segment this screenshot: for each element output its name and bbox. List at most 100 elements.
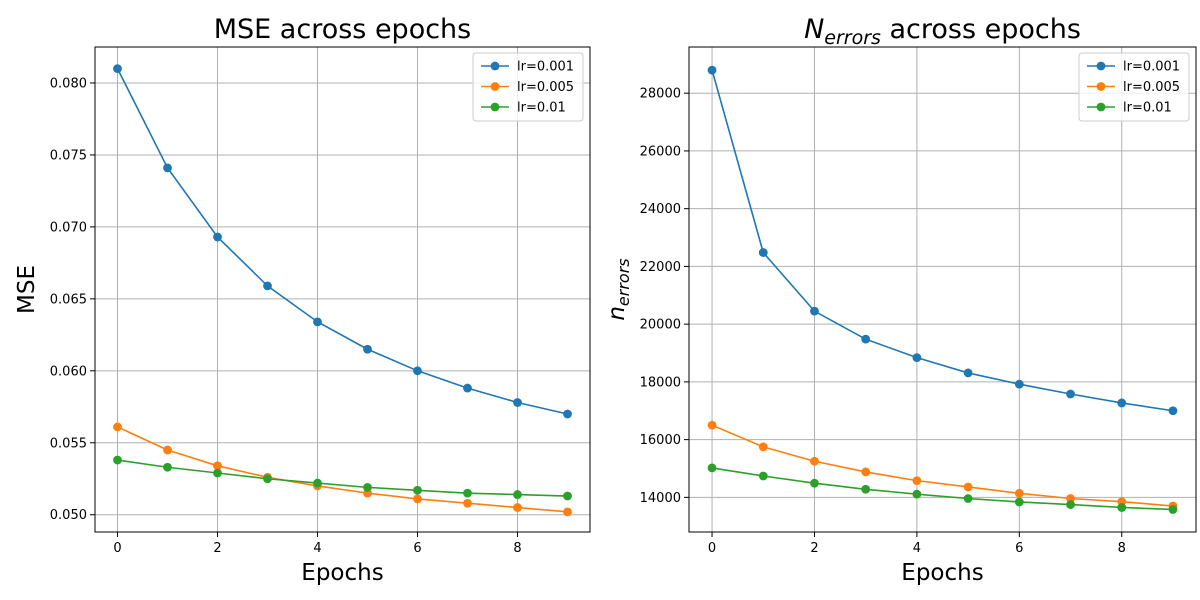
nerrors-legend-label: lr=0.01: [1123, 101, 1172, 116]
nerrors-data-point: [1014, 488, 1024, 498]
mse-data-point: [163, 462, 172, 472]
nerrors-data-point: [758, 442, 768, 452]
mse-data-point: [213, 468, 222, 478]
mse-chart-title: MSE across epochs: [214, 14, 472, 45]
mse-data-point: [313, 317, 322, 327]
nerrors-data-point: [810, 306, 819, 316]
mse-data-point: [463, 498, 472, 508]
mse-data-point: [113, 422, 122, 432]
mse-y-tick-label: 0.070: [50, 220, 87, 235]
mse-data-point: [163, 445, 172, 455]
mse-series-line-0: [116, 68, 568, 415]
mse-x-tick-label: 0: [113, 541, 121, 556]
nerrors-y-tick-label: 16000: [640, 433, 681, 448]
mse-x-tick-label: 6: [413, 541, 421, 556]
mse-data-point: [263, 281, 272, 291]
nerrors-data-point: [810, 478, 819, 488]
nerrors-data-point: [963, 368, 973, 378]
nerrors-title-subscript: errors: [824, 27, 881, 49]
nerrors-plot-frame: [688, 46, 1197, 533]
mse-y-tick-label: 0.075: [50, 148, 87, 163]
nerrors-x-tick-label: 6: [1015, 541, 1023, 556]
mse-data-point: [463, 488, 472, 498]
nerrors-x-axis-label: Epochs: [901, 560, 983, 586]
mse-series-line-1: [117, 426, 568, 513]
nerrors-legend-marker: [1096, 61, 1106, 71]
nerrors-data-point: [963, 494, 973, 503]
mse-legend-marker: [490, 82, 500, 91]
nerrors-title-rest: across epochs: [881, 14, 1081, 45]
nerrors-y-tick-label: 28000: [640, 87, 681, 102]
nerrors-data-point: [810, 456, 819, 466]
nerrors-data-point: [1066, 500, 1075, 509]
mse-y-axis-label: MSE: [14, 265, 40, 314]
nerrors-chart-title: Nerrors across epochs: [804, 14, 1081, 49]
mse-x-axis-label: Epochs: [301, 560, 383, 586]
mse-y-tick-label: 0.050: [50, 508, 87, 523]
nerrors-data-point: [861, 334, 871, 344]
nerrors-data-point: [1117, 503, 1127, 512]
mse-y-tick-label: 0.080: [50, 76, 87, 91]
nerrors-y-tick-label: 22000: [640, 260, 681, 275]
nerrors-data-point: [758, 248, 768, 257]
nerrors-series-line-1: [711, 424, 1174, 507]
nerrors-data-point: [861, 484, 871, 494]
mse-data-point: [513, 398, 522, 407]
mse-data-point: [313, 478, 322, 488]
mse-data-point: [213, 461, 222, 471]
nerrors-data-point: [912, 489, 922, 499]
nerrors-data-point: [758, 471, 768, 481]
mse-data-point: [363, 344, 372, 354]
nerrors-legend-label: lr=0.005: [1123, 80, 1180, 95]
mse-y-tick-label: 0.065: [50, 292, 87, 307]
nerrors-data-point: [707, 65, 717, 75]
nerrors-data-point: [861, 467, 871, 477]
nerrors-data-point: [963, 482, 973, 492]
mse-data-point: [263, 474, 272, 484]
mse-legend-marker: [490, 61, 500, 71]
nerrors-x-tick-label: 0: [708, 541, 716, 556]
nerrors-data-point: [1168, 505, 1178, 514]
mse-legend-label: lr=0.001: [517, 60, 574, 75]
nerrors-x-tick-label: 2: [810, 541, 818, 556]
nerrors-data-point: [1168, 406, 1178, 416]
mse-x-tick-label: 8: [513, 541, 521, 556]
nerrors-data-point: [1066, 389, 1075, 399]
nerrors-y-axis-label: nerrors: [604, 258, 633, 320]
nerrors-y-tick-label: 18000: [640, 375, 681, 390]
nerrors-legend-box: [1078, 52, 1190, 122]
mse-data-point: [363, 482, 372, 492]
nerrors-title-symbol: N: [804, 14, 824, 45]
nerrors-data-point: [707, 463, 717, 473]
mse-legend-box: [472, 52, 584, 122]
mse-x-tick-label: 2: [213, 541, 221, 556]
mse-data-point: [413, 366, 422, 376]
nerrors-data-point: [707, 420, 717, 430]
mse-legend-label: lr=0.005: [517, 80, 574, 95]
mse-legend-label: lr=0.01: [517, 101, 566, 116]
nerrors-y-tick-label: 26000: [640, 144, 681, 159]
nerrors-y-tick-label: 14000: [640, 491, 681, 506]
nerrors-chart: 0 2 4 6 8 14000 16000 18000 20000 22000 24000 26000…: [604, 14, 1197, 586]
nerrors-data-point: [1014, 497, 1024, 507]
nerrors-series-line-2: [711, 467, 1173, 511]
nerrors-ylabel-subscript: errors: [614, 258, 633, 306]
nerrors-legend-marker: [1096, 82, 1106, 91]
mse-y-tick-label: 0.055: [50, 436, 87, 451]
nerrors-y-tick-label: 24000: [640, 202, 681, 217]
nerrors-legend-label: lr=0.001: [1123, 60, 1180, 75]
mse-chart: 0 2 4 6 8 0.050 0.055 0.060 0.065 0.070 0.075 0.080…: [14, 14, 591, 586]
nerrors-ylabel-symbol: n: [604, 306, 630, 321]
mse-data-point: [113, 64, 122, 73]
nerrors-data-point: [1066, 494, 1075, 503]
mse-data-point: [163, 163, 172, 173]
mse-data-point: [463, 383, 472, 393]
mse-data-point: [563, 507, 572, 517]
nerrors-legend-marker: [1096, 102, 1106, 112]
mse-x-tick-label: 4: [313, 541, 321, 556]
nerrors-y-tick-label: 20000: [640, 318, 681, 333]
mse-data-point: [563, 409, 572, 419]
mse-data-point: [563, 491, 572, 501]
nerrors-x-tick-label: 8: [1118, 541, 1126, 556]
